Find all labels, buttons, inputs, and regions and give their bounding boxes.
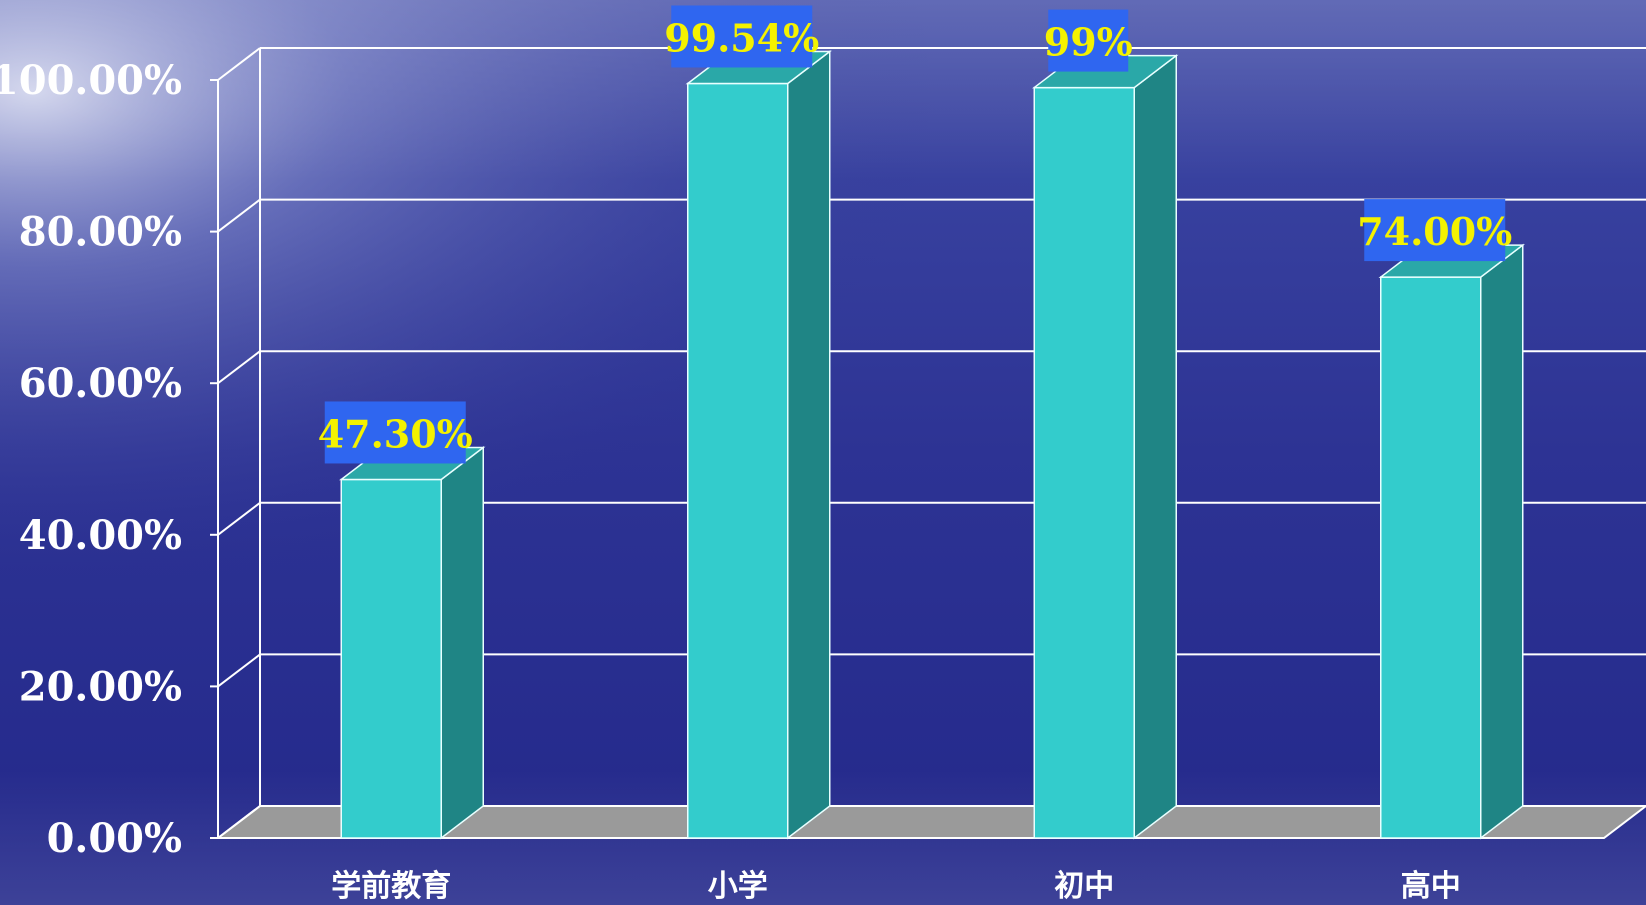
data-label-text: 47.30% bbox=[318, 411, 473, 456]
x-tick-label: 小学 bbox=[708, 869, 768, 904]
y-tick-label: 60.00% bbox=[19, 360, 182, 407]
x-axis-labels: 学前教育 小学 初中 高中 bbox=[331, 869, 1461, 904]
bar-front-face bbox=[1033, 86, 1135, 839]
x-tick-label: 初中 bbox=[1054, 869, 1114, 904]
data-label-box bbox=[1048, 9, 1129, 72]
x-tick-label: 学前教育 bbox=[331, 869, 451, 904]
data-label: 99.54% bbox=[664, 5, 819, 68]
data-label-box bbox=[1364, 199, 1506, 262]
data-label: 47.30% bbox=[318, 401, 473, 464]
data-label-text: 74.00% bbox=[1357, 209, 1512, 254]
wall-diagonal bbox=[217, 653, 261, 688]
y-tick-label: 100.00% bbox=[0, 57, 182, 104]
x-tick-label: 高中 bbox=[1401, 869, 1461, 904]
data-label-box bbox=[671, 5, 813, 68]
y-axis: 0.00% 20.00% 40.00% 60.00% 80.00% 100.00% bbox=[0, 47, 1604, 862]
bar-side-face bbox=[1480, 243, 1524, 840]
bar bbox=[1378, 243, 1525, 840]
data-labels: 47.30% 99.54% 99% 74.00% bbox=[318, 5, 1512, 464]
data-label: 74.00% bbox=[1357, 199, 1512, 262]
data-label-text: 99% bbox=[1044, 20, 1133, 65]
wall-diagonal bbox=[217, 502, 261, 536]
y-tick-label: 40.00% bbox=[19, 512, 182, 559]
bar-side-face bbox=[787, 49, 831, 840]
bar-side-face bbox=[1133, 54, 1177, 840]
bar-front-face bbox=[340, 478, 442, 839]
data-label: 99% bbox=[1044, 9, 1133, 72]
data-label-text: 99.54% bbox=[664, 15, 819, 60]
y-tick-label: 20.00% bbox=[19, 663, 182, 710]
bar bbox=[339, 445, 486, 840]
bar-front-face bbox=[687, 82, 789, 839]
bar bbox=[1032, 54, 1179, 840]
data-label-box bbox=[324, 401, 466, 464]
bar-side-face bbox=[440, 445, 484, 840]
y-tick-label: 80.00% bbox=[19, 209, 182, 256]
bar bbox=[685, 49, 832, 840]
wall-diagonal bbox=[217, 198, 261, 233]
wall-diagonal bbox=[217, 805, 261, 839]
bars bbox=[339, 49, 1525, 840]
wall-diagonal bbox=[217, 47, 261, 81]
bar-front-face bbox=[1380, 276, 1482, 839]
wall-diagonal bbox=[217, 350, 261, 384]
y-tick-label: 0.00% bbox=[47, 815, 182, 862]
